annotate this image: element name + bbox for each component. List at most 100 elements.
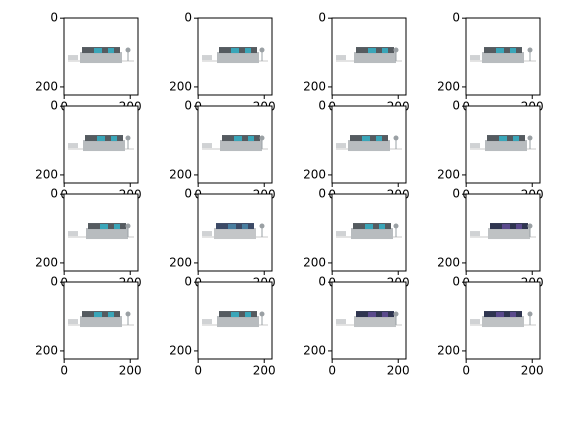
side-table (68, 231, 78, 237)
x-tick-label: 200 (253, 364, 276, 378)
cushion (379, 224, 385, 230)
y-tick-label: 0 (184, 99, 192, 113)
axes-frame (465, 17, 541, 96)
cushion (365, 224, 373, 230)
image-content (336, 47, 402, 64)
axes-frame (331, 17, 407, 96)
axes-frame (197, 105, 273, 184)
cushion (114, 224, 120, 230)
cushion (516, 224, 522, 230)
y-tick-label: 0 (318, 275, 326, 289)
y-tick-label: 200 (169, 343, 192, 357)
cushion (231, 312, 239, 318)
image-content (336, 135, 402, 152)
sofa (348, 140, 390, 152)
sofa (220, 140, 262, 152)
y-tick-label: 200 (303, 167, 326, 181)
axes-frame (197, 281, 273, 360)
axes-frame (465, 281, 541, 360)
y-tick-label: 200 (169, 167, 192, 181)
cushion (97, 136, 105, 142)
y-tick-label: 200 (437, 255, 460, 269)
cushion (513, 136, 519, 142)
lamp (125, 223, 131, 229)
cushion (382, 312, 388, 318)
image-content (202, 135, 268, 152)
cushion (510, 312, 516, 318)
lamp (259, 47, 265, 53)
cushion (234, 136, 242, 142)
lamp (393, 135, 399, 141)
y-tick-label: 0 (184, 11, 192, 25)
cushion (368, 48, 376, 54)
cushion (245, 48, 251, 54)
image-content (470, 223, 536, 240)
side-table (470, 319, 480, 325)
image-content (202, 223, 268, 240)
x-tick-label: 200 (119, 364, 142, 378)
lamp (125, 311, 131, 317)
image-content (470, 135, 536, 152)
sofa (214, 228, 256, 240)
cushion (94, 48, 102, 54)
cushion (362, 136, 370, 142)
axes-frame (197, 17, 273, 96)
side-table (336, 143, 346, 149)
image-content (68, 135, 134, 152)
cushion (368, 312, 376, 318)
cushion (231, 48, 239, 54)
image-content (68, 223, 134, 240)
sofa (83, 140, 125, 152)
lamp (125, 135, 131, 141)
sofa (354, 52, 396, 64)
side-table (336, 55, 346, 61)
image-content (336, 223, 402, 240)
cushion (376, 136, 382, 142)
y-tick-label: 200 (35, 167, 58, 181)
y-tick-label: 0 (452, 275, 460, 289)
side-table (68, 319, 78, 325)
side-table (336, 319, 346, 325)
y-tick-label: 200 (35, 79, 58, 93)
sofa (217, 316, 259, 328)
axes-frame (465, 105, 541, 184)
cushion (502, 224, 510, 230)
y-tick-label: 0 (50, 99, 58, 113)
cushion (510, 48, 516, 54)
image-content (68, 47, 134, 64)
sofa (482, 316, 524, 328)
lamp (527, 311, 533, 317)
image-content (336, 311, 402, 328)
sofa (86, 228, 128, 240)
lamp (393, 223, 399, 229)
side-table (202, 231, 212, 237)
y-tick-label: 0 (452, 99, 460, 113)
axes-frame (331, 281, 407, 360)
side-table (68, 143, 78, 149)
y-tick-label: 0 (50, 11, 58, 25)
lamp (393, 311, 399, 317)
axes-frame (465, 193, 541, 272)
cushion (94, 312, 102, 318)
cushion (242, 224, 248, 230)
y-tick-label: 0 (50, 275, 58, 289)
y-tick-label: 200 (437, 167, 460, 181)
side-table (470, 55, 480, 61)
cushion (496, 312, 504, 318)
y-tick-label: 0 (452, 187, 460, 201)
y-tick-label: 0 (318, 11, 326, 25)
x-tick-label: 0 (462, 364, 470, 378)
y-tick-label: 200 (437, 79, 460, 93)
axes-frame (63, 105, 139, 184)
cushion (248, 136, 254, 142)
axes-frame (63, 281, 139, 360)
sofa (354, 316, 396, 328)
